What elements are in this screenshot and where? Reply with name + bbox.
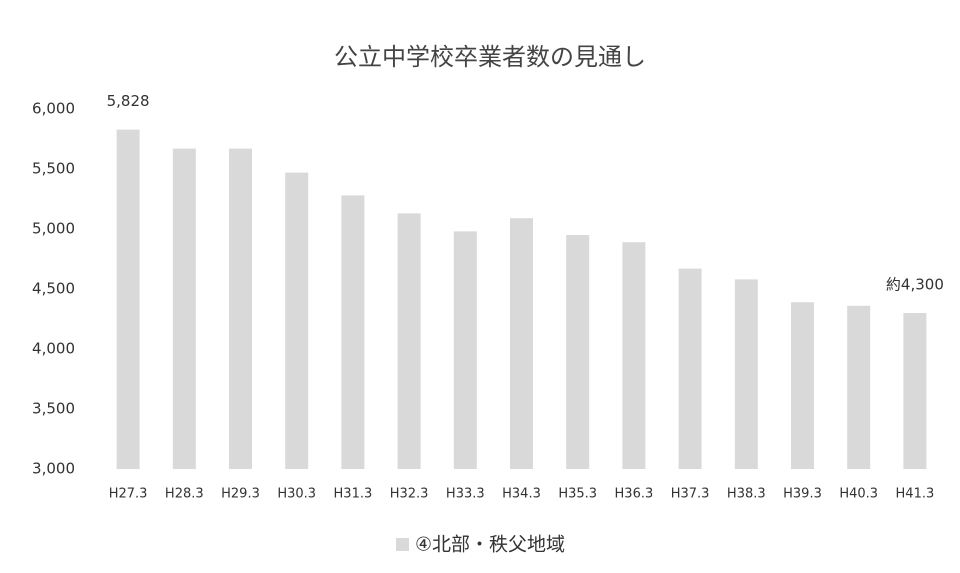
y-tick-label: 6,000: [32, 100, 75, 118]
legend-label: ④北部・秩父地域: [415, 534, 565, 556]
bar: [453, 231, 477, 469]
bar: [622, 242, 646, 469]
x-tick-label: H34.3: [502, 487, 541, 502]
legend-swatch: [396, 538, 409, 551]
x-tick-label: H27.3: [109, 487, 148, 502]
bar: [566, 235, 590, 469]
x-tick-label: H37.3: [671, 487, 710, 502]
x-tick-label: H28.3: [165, 487, 204, 502]
y-tick-label: 4,500: [32, 280, 75, 298]
bar: [510, 218, 533, 469]
bar: [285, 172, 309, 469]
bar: [791, 302, 814, 469]
x-tick-label: H30.3: [277, 487, 316, 502]
bar: [341, 195, 365, 469]
x-tick-label: H32.3: [390, 487, 429, 502]
x-tick-label: H36.3: [615, 487, 654, 502]
x-tick-label: H29.3: [221, 487, 260, 502]
x-tick-label: H38.3: [727, 487, 766, 502]
chart-title: 公立中学校卒業者数の見通し: [334, 43, 646, 71]
y-tick-label: 5,500: [32, 160, 75, 178]
bar: [397, 213, 421, 469]
x-tick-label: H31.3: [334, 487, 373, 502]
bar: [734, 279, 758, 469]
value-label: 5,828: [107, 92, 150, 110]
y-tick-label: 3,500: [32, 400, 75, 418]
x-tick-label: H33.3: [446, 487, 485, 502]
y-tick-label: 3,000: [32, 460, 75, 478]
bar: [847, 305, 871, 469]
bar: [229, 148, 252, 469]
bar: [116, 129, 140, 469]
x-tick-label: H40.3: [839, 487, 878, 502]
bar: [172, 148, 196, 469]
value-label: 約4,300: [886, 276, 944, 294]
x-tick-label: H35.3: [558, 487, 597, 502]
y-tick-label: 4,000: [32, 340, 75, 358]
y-tick-label: 5,000: [32, 220, 75, 238]
x-tick-label: H39.3: [783, 487, 822, 502]
bar: [903, 313, 927, 469]
bar: [678, 268, 702, 469]
x-tick-label: H41.3: [896, 487, 935, 502]
